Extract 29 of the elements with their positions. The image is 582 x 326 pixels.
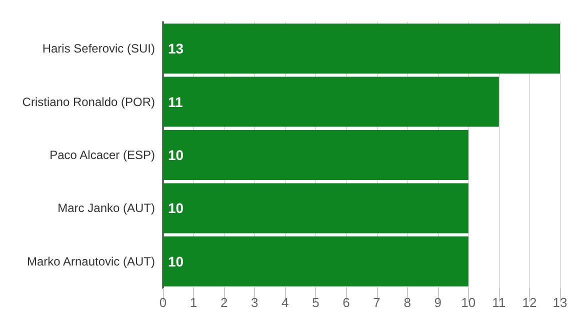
bar <box>163 76 499 127</box>
bar <box>163 236 468 286</box>
x-tick-label: 0 <box>159 295 167 310</box>
x-tick-label: 8 <box>404 295 411 310</box>
x-tick-label: 11 <box>492 295 506 310</box>
bar <box>163 24 560 74</box>
x-tick-label: 5 <box>312 295 320 310</box>
y-tick-label: Haris Seferovic (SUI) <box>42 42 156 56</box>
data-label: 10 <box>168 200 184 216</box>
y-tick-label: Marc Janko (AUT) <box>58 201 155 216</box>
bar <box>163 183 468 234</box>
x-tick-label: 12 <box>522 295 537 310</box>
bar <box>163 130 468 180</box>
y-tick-label: Paco Alcacer (ESP) <box>50 148 156 162</box>
x-tick-label: 2 <box>220 295 228 310</box>
x-tick-label: 10 <box>461 295 476 310</box>
y-tick-label: Marko Arnautovic (AUT) <box>26 254 155 268</box>
x-tick-label: 4 <box>282 295 289 310</box>
y-tick-label: Cristiano Ronaldo (POR) <box>22 94 155 109</box>
data-label: 13 <box>168 40 184 57</box>
x-tick-label: 6 <box>342 295 350 310</box>
data-label: 10 <box>168 147 184 163</box>
x-tick-label: 13 <box>552 295 568 310</box>
x-tick-label: 9 <box>434 295 442 310</box>
x-tick-label: 7 <box>373 295 380 310</box>
data-label: 11 <box>168 94 184 110</box>
x-tick-label: 3 <box>251 295 258 310</box>
x-tick-label: 1 <box>190 295 198 310</box>
data-label: 10 <box>168 253 184 270</box>
